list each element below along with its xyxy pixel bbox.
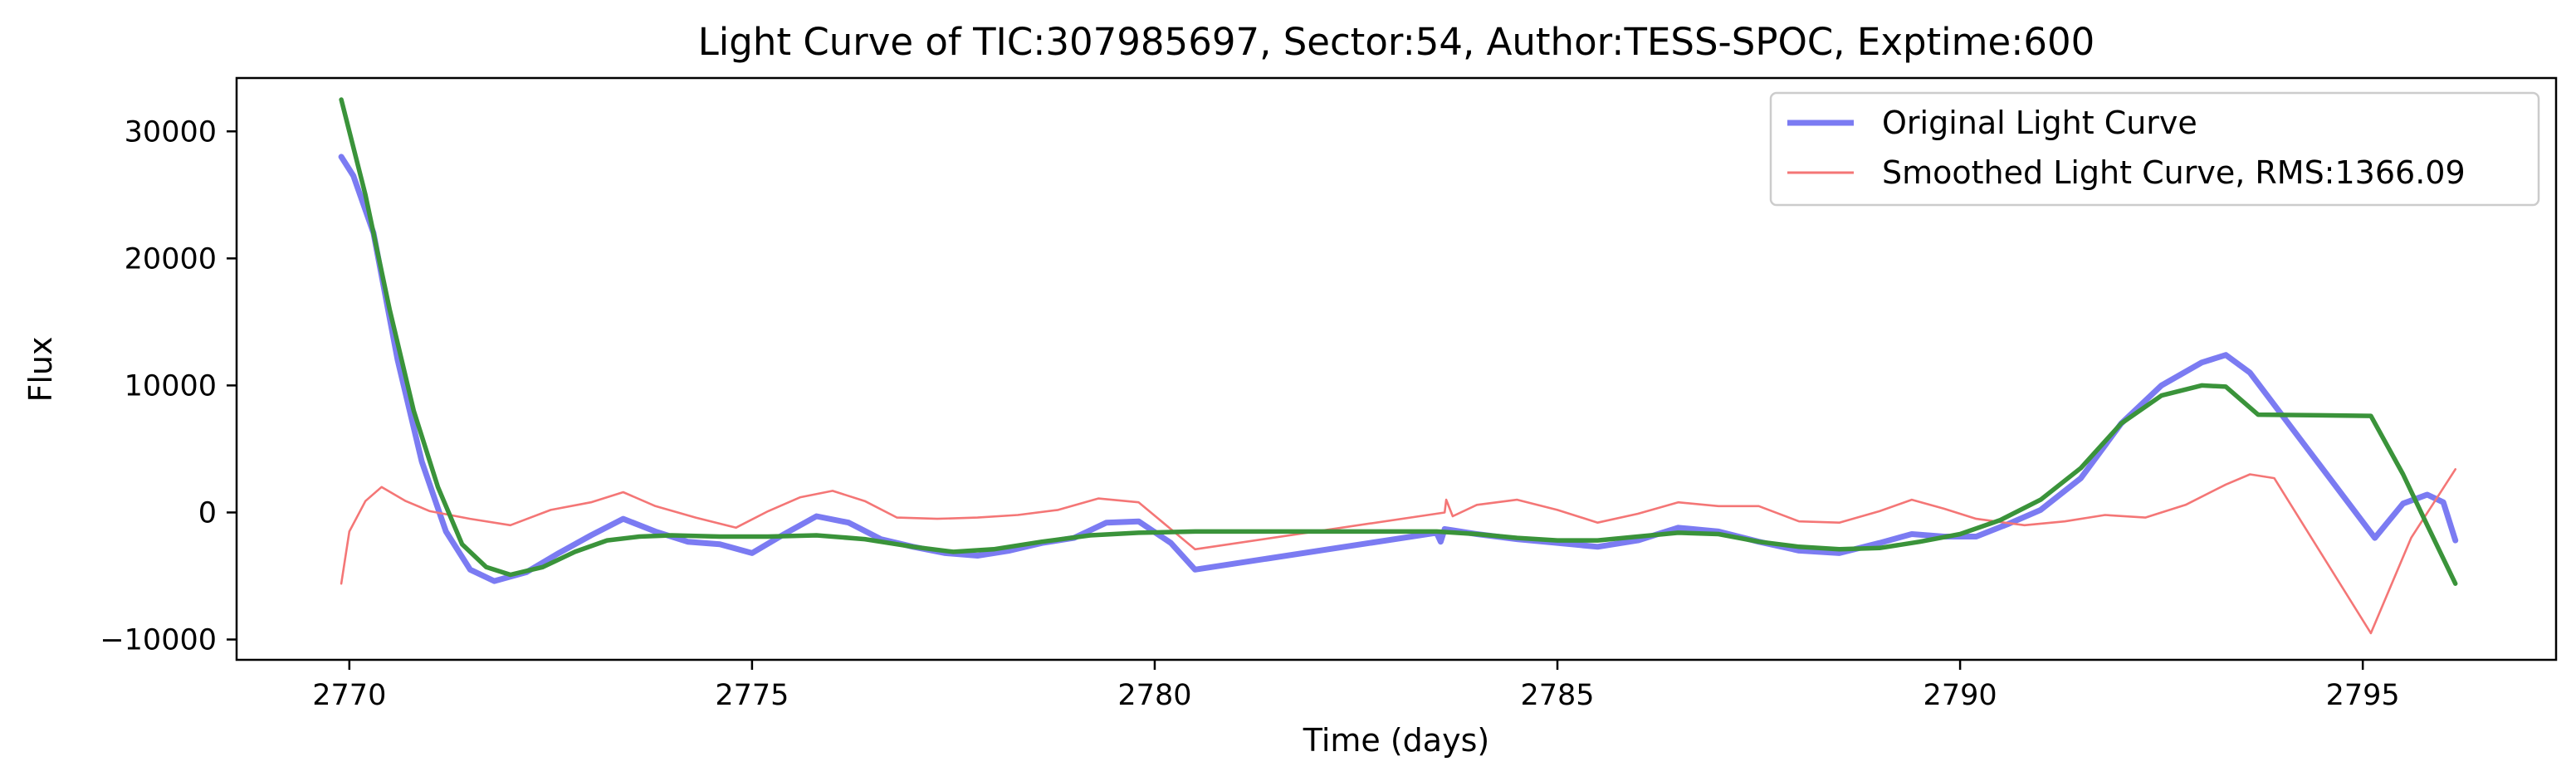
chart-title: Light Curve of TIC:307985697, Sector:54,… — [698, 20, 2095, 64]
series-smoothed-line — [340, 468, 2456, 635]
y-tick-label: 20000 — [125, 242, 217, 276]
x-tick-label: 2785 — [1520, 679, 1594, 712]
x-tick-label: 2795 — [2326, 679, 2400, 712]
y-axis-ticks: −10000 0 10000 20000 30000 — [100, 115, 237, 657]
plot-frame — [235, 76, 2558, 661]
y-axis-label: Flux — [22, 337, 59, 403]
legend-label-smoothed: Smoothed Light Curve, RMS:1366.09 — [1882, 154, 2466, 191]
x-tick-label: 2770 — [312, 679, 386, 712]
legend-label-original: Original Light Curve — [1882, 105, 2197, 141]
x-tick-label: 2775 — [715, 679, 789, 712]
legend-box — [1769, 91, 2540, 207]
x-tick-label: 2780 — [1117, 679, 1191, 712]
series-fit-line — [339, 97, 2458, 586]
series-original-line — [338, 154, 2459, 584]
y-tick-label: 10000 — [125, 369, 217, 403]
x-axis-ticks: 2770 2775 2780 2785 2790 2795 — [312, 660, 2400, 712]
y-tick-label: 0 — [198, 496, 217, 530]
y-tick-label: 30000 — [125, 115, 217, 149]
y-tick-label: −10000 — [100, 624, 217, 657]
series-layer — [338, 97, 2459, 635]
legend: Original Light Curve Smoothed Light Curv… — [1769, 91, 2540, 207]
x-tick-label: 2790 — [1923, 679, 1997, 712]
x-axis-label: Time (days) — [1303, 722, 1489, 759]
